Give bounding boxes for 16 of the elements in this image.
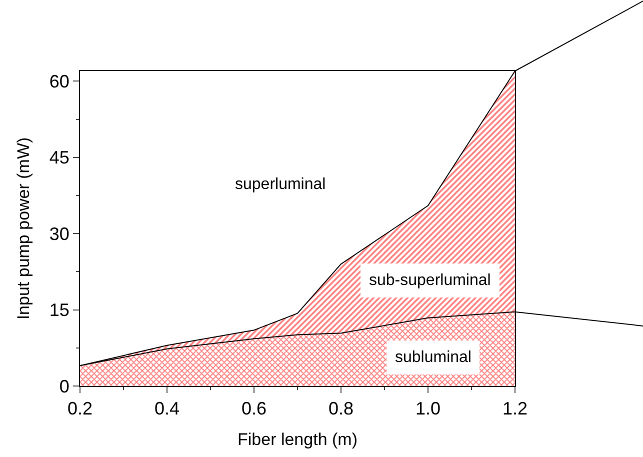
y-tick-label: 0 (59, 376, 70, 396)
x-tick-label: 0.2 (67, 398, 93, 419)
x-tick-label: 1.0 (415, 398, 441, 419)
x-axis-title: Fiber length (m) (238, 430, 358, 449)
y-tick-label: 45 (49, 148, 70, 168)
y-tick-label: 15 (49, 300, 70, 320)
x-tick-label: 0.8 (328, 398, 354, 419)
y-tick-label: 30 (49, 224, 70, 244)
annotation: sub-superluminal (369, 272, 491, 289)
annotation: superluminal (235, 176, 326, 193)
y-tick-label: 60 (49, 71, 70, 92)
x-tick-label: 1.2 (502, 398, 528, 419)
x-tick-label: 0.4 (154, 398, 180, 419)
annotation: subluminal (395, 349, 472, 366)
x-tick-label: 0.6 (241, 398, 267, 419)
y-axis-title: Input pump power (mW) (14, 137, 33, 320)
